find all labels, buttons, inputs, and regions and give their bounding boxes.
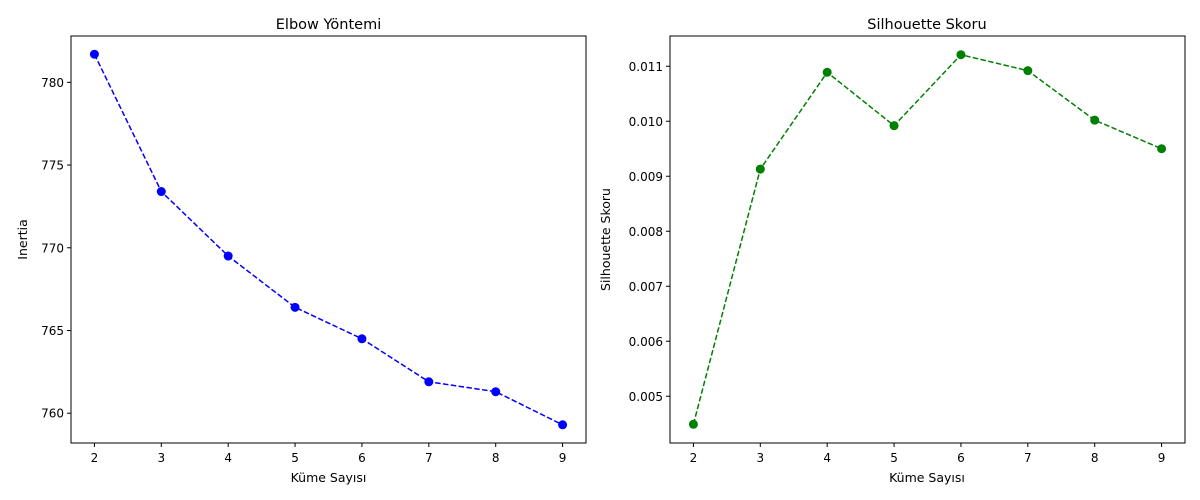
silhouette-chart-data-point xyxy=(822,67,832,77)
elbow-chart-data-point xyxy=(156,187,166,197)
silhouette-chart-data-point xyxy=(956,50,966,60)
silhouette-chart-ytick-label: 0.011 xyxy=(629,60,663,74)
elbow-chart-xtick-label: 5 xyxy=(291,451,299,465)
elbow-chart-title: Elbow Yöntemi xyxy=(276,17,382,33)
elbow-chart-xtick-label: 3 xyxy=(157,451,165,465)
silhouette-chart-data-point xyxy=(755,164,765,174)
elbow-chart-xtick-label: 6 xyxy=(358,451,366,465)
silhouette-chart-xtick-label: 8 xyxy=(1091,451,1099,465)
silhouette-chart-data-point xyxy=(1090,115,1100,125)
silhouette-chart-xtick-label: 4 xyxy=(823,451,831,465)
silhouette-chart-xtick-label: 7 xyxy=(1024,451,1032,465)
silhouette-chart-ytick-label: 0.010 xyxy=(629,115,663,129)
elbow-chart-xtick-label: 4 xyxy=(224,451,232,465)
silhouette-chart-ytick-label: 0.007 xyxy=(629,280,663,294)
elbow-chart-xtick-label: 8 xyxy=(492,451,500,465)
silhouette-chart-xtick-label: 9 xyxy=(1158,451,1166,465)
silhouette-chart-marks: 2 3 4 5 6 7 8 9 0.005 0.006 0.007 0.008 0.009 0.010 0.… xyxy=(629,50,1167,465)
elbow-chart-data-point xyxy=(89,49,99,59)
silhouette-chart-title: Silhouette Skoru xyxy=(867,17,986,33)
elbow-chart-xtick-label: 2 xyxy=(91,451,99,465)
elbow-chart-data-point xyxy=(290,302,300,312)
elbow-chart-ytick-label: 765 xyxy=(41,324,64,338)
silhouette-chart-ytick-label: 0.009 xyxy=(629,170,663,184)
elbow-chart-data-point xyxy=(223,251,233,261)
elbow-chart-ytick-label: 770 xyxy=(41,241,64,255)
silhouette-chart-xtick-label: 5 xyxy=(890,451,898,465)
elbow-chart-ytick-label: 780 xyxy=(41,76,64,90)
silhouette-chart-data-point xyxy=(1023,66,1033,76)
silhouette-chart-ytick-label: 0.008 xyxy=(629,225,663,239)
elbow-chart-ytick-label: 760 xyxy=(41,407,64,421)
silhouette-chart-xlabel: Küme Sayısı xyxy=(889,470,965,485)
elbow-chart-data-point xyxy=(424,377,434,387)
silhouette-chart-xtick-label: 6 xyxy=(957,451,965,465)
elbow-chart-marks: 2 3 4 5 6 7 8 9 760 765 770 775 780 xyxy=(41,49,568,465)
silhouette-chart: Silhouette Skoru Küme Sayısı Silhouette … xyxy=(598,17,1186,485)
silhouette-chart-xtick-label: 2 xyxy=(690,451,698,465)
elbow-chart-series-line xyxy=(93,53,563,426)
elbow-chart-data-point xyxy=(558,420,568,430)
elbow-chart-xtick-label: 9 xyxy=(559,451,567,465)
silhouette-chart-data-point xyxy=(889,121,899,131)
elbow-chart-axes-frame xyxy=(70,35,587,444)
silhouette-chart-ylabel: Silhouette Skoru xyxy=(598,188,613,291)
elbow-chart-xlabel: Küme Sayısı xyxy=(291,470,367,485)
elbow-chart-ylabel: Inertia xyxy=(15,219,30,259)
silhouette-chart-ytick-label: 0.006 xyxy=(629,335,663,349)
silhouette-chart-data-point xyxy=(1157,144,1167,154)
elbow-chart-data-point xyxy=(357,334,367,344)
silhouette-chart-data-point xyxy=(688,419,698,429)
elbow-chart-ytick-label: 775 xyxy=(41,159,64,173)
elbow-chart: Elbow Yöntemi Küme Sayısı Inertia 2 3 4 5 6 7… xyxy=(15,17,587,485)
silhouette-chart-xtick-label: 3 xyxy=(756,451,764,465)
elbow-chart-xtick-label: 7 xyxy=(425,451,433,465)
silhouette-chart-axes-frame xyxy=(669,35,1186,444)
silhouette-chart-ytick-label: 0.005 xyxy=(629,390,663,404)
silhouette-chart-series-line xyxy=(692,53,1162,425)
elbow-chart-data-point xyxy=(491,387,501,397)
